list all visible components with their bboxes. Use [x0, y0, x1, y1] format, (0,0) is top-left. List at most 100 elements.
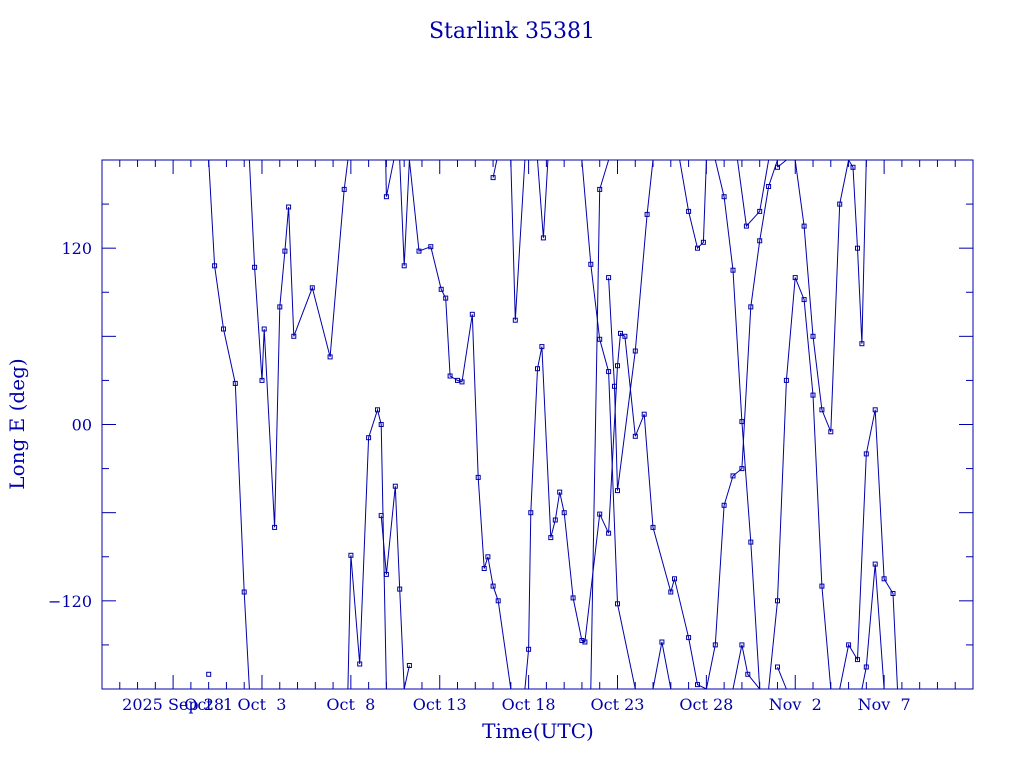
data-point	[700, 239, 706, 245]
series-line-29	[861, 564, 885, 689]
data-point	[366, 435, 372, 441]
data-point	[535, 366, 540, 372]
data-point	[644, 211, 650, 217]
data-point	[241, 589, 247, 595]
data-point	[212, 263, 218, 269]
data-point	[837, 201, 843, 207]
data-point	[540, 235, 546, 241]
series-line-3	[248, 160, 349, 528]
data-point	[475, 474, 481, 480]
data-point	[597, 186, 603, 192]
data-point	[748, 539, 754, 545]
x-tick-label: Oct 3	[238, 695, 287, 714]
data-point	[606, 369, 612, 375]
data-point	[641, 411, 647, 417]
data-point	[618, 330, 623, 336]
data-point	[490, 175, 496, 181]
series-line-25	[777, 666, 787, 689]
y-tick-label: 00	[72, 416, 92, 435]
data-point	[739, 419, 745, 425]
data-point	[872, 407, 878, 413]
data-point	[855, 245, 860, 251]
data-point	[672, 576, 677, 582]
plot-area	[206, 160, 898, 689]
data-point	[378, 513, 384, 519]
data-point	[612, 383, 617, 389]
data-point	[721, 502, 727, 508]
data-point	[686, 635, 692, 641]
data-point	[730, 473, 736, 479]
data-point	[232, 380, 238, 386]
data-point	[447, 373, 453, 379]
series-line-14	[581, 160, 636, 689]
data-point	[512, 317, 518, 323]
data-point	[622, 333, 628, 339]
data-point	[588, 261, 594, 267]
data-point	[855, 657, 860, 663]
data-point	[890, 591, 896, 596]
data-point	[378, 422, 384, 427]
series-line-22	[737, 160, 770, 228]
data-point	[859, 341, 865, 347]
series-line-18	[679, 160, 707, 250]
data-point	[277, 304, 283, 310]
data-point	[659, 639, 665, 645]
data-point	[341, 186, 347, 192]
data-point	[775, 598, 780, 604]
data-point	[615, 363, 620, 369]
data-point	[490, 583, 496, 589]
data-point	[748, 304, 754, 310]
data-point	[383, 571, 389, 577]
data-point	[459, 379, 465, 385]
data-point	[383, 194, 389, 200]
data-point	[286, 204, 292, 210]
x-tick-label: Oct 23	[591, 695, 645, 714]
data-point	[272, 524, 278, 530]
x-tick-label: Oct 18	[502, 695, 556, 714]
data-point	[632, 348, 638, 354]
series-line-24	[777, 160, 787, 168]
data-point	[828, 429, 834, 435]
series-line-23	[768, 277, 832, 689]
data-point	[632, 433, 638, 439]
data-point	[548, 535, 554, 541]
series-line-15	[590, 160, 610, 689]
data-point	[357, 661, 363, 667]
series-line-19	[705, 160, 778, 689]
data-point	[606, 530, 612, 536]
data-point	[872, 561, 878, 567]
data-point	[221, 326, 226, 332]
data-point	[557, 489, 563, 495]
data-point	[597, 511, 603, 517]
data-point	[615, 488, 620, 494]
series-line-12	[524, 332, 707, 689]
data-point	[561, 510, 567, 516]
series-line-2	[208, 160, 250, 689]
data-point	[850, 164, 856, 170]
series-line-13	[537, 160, 549, 238]
data-point	[766, 184, 772, 189]
series-line-8	[403, 665, 410, 689]
data-point	[252, 264, 258, 270]
data-point	[206, 671, 212, 677]
series-line-5	[380, 486, 405, 689]
data-point	[739, 642, 745, 648]
data-point	[695, 245, 700, 251]
data-point	[375, 407, 380, 413]
data-point	[819, 583, 825, 589]
data-point	[469, 311, 475, 317]
data-point	[539, 344, 545, 350]
x-tick-label: Oct 1	[184, 695, 233, 714]
data-point	[721, 194, 727, 200]
data-point	[309, 285, 315, 291]
data-point	[526, 646, 532, 652]
data-point	[730, 267, 736, 273]
data-point	[438, 286, 444, 292]
data-point	[757, 208, 763, 214]
data-point	[481, 566, 487, 571]
series-line-9	[408, 160, 512, 689]
series-line-17	[652, 641, 672, 689]
data-point	[259, 377, 265, 383]
